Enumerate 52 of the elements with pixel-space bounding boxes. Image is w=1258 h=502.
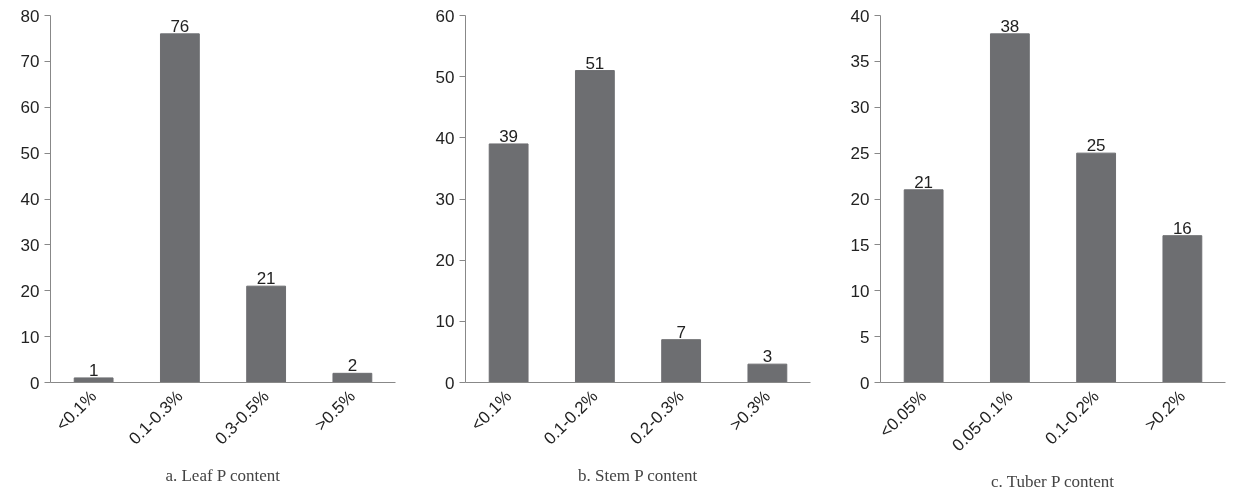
y-tick-label: 80: [20, 6, 40, 26]
data-label: 51: [585, 53, 605, 73]
data-label: 7: [676, 322, 686, 342]
bar: [1162, 235, 1203, 383]
bar: [989, 33, 1030, 383]
y-tick-label: 20: [850, 190, 870, 209]
y-tick-label: 10: [435, 312, 455, 332]
y-tick-label: 60: [435, 6, 455, 26]
y-tick-label: 40: [435, 128, 455, 148]
data-label: 76: [170, 16, 190, 36]
y-tick-label: 0: [30, 373, 40, 393]
bar: [332, 372, 373, 383]
y-tick-label: 30: [435, 190, 455, 209]
data-label: 25: [1086, 136, 1106, 156]
bar: [1076, 152, 1117, 383]
data-label: 2: [347, 356, 358, 376]
y-tick-label: 0: [445, 373, 455, 393]
y-tick-label: 0: [860, 373, 870, 393]
text: a. Leaf P content: [165, 465, 281, 485]
y-tick-label: 35: [850, 52, 870, 72]
y-tick-label: 50: [435, 67, 455, 87]
y-tick-label: 20: [20, 281, 40, 301]
data-label: 21: [256, 269, 276, 289]
data-label: 3: [762, 347, 773, 367]
bar: [246, 285, 287, 383]
bar: [747, 363, 788, 383]
bar: [488, 143, 529, 383]
y-tick-label: 5: [860, 327, 870, 347]
bar: [903, 189, 944, 383]
data-label: 21: [914, 172, 934, 192]
data-label: 1: [88, 360, 99, 380]
y-tick-label: 30: [850, 98, 870, 118]
y-tick-label: 40: [850, 6, 870, 26]
y-tick-label: 20: [435, 251, 455, 271]
bar: [661, 339, 702, 383]
text: c. Tuber P content: [990, 471, 1115, 491]
bar: [574, 70, 615, 383]
data-label: 16: [1172, 218, 1192, 238]
text: b. Stem P content: [578, 465, 698, 485]
y-tick-label: 50: [20, 144, 40, 164]
y-tick-label: 40: [20, 190, 40, 209]
y-tick-label: 10: [850, 281, 870, 301]
bar: [73, 377, 114, 383]
y-tick-label: 70: [20, 52, 40, 72]
data-label: 39: [499, 126, 519, 146]
y-tick-label: 30: [20, 235, 40, 255]
bar: [159, 33, 200, 383]
data-label: 38: [1000, 16, 1020, 36]
y-tick-label: 10: [20, 327, 40, 347]
y-tick-label: 25: [850, 144, 870, 164]
y-tick-label: 15: [850, 235, 870, 255]
y-tick-label: 60: [20, 98, 40, 118]
